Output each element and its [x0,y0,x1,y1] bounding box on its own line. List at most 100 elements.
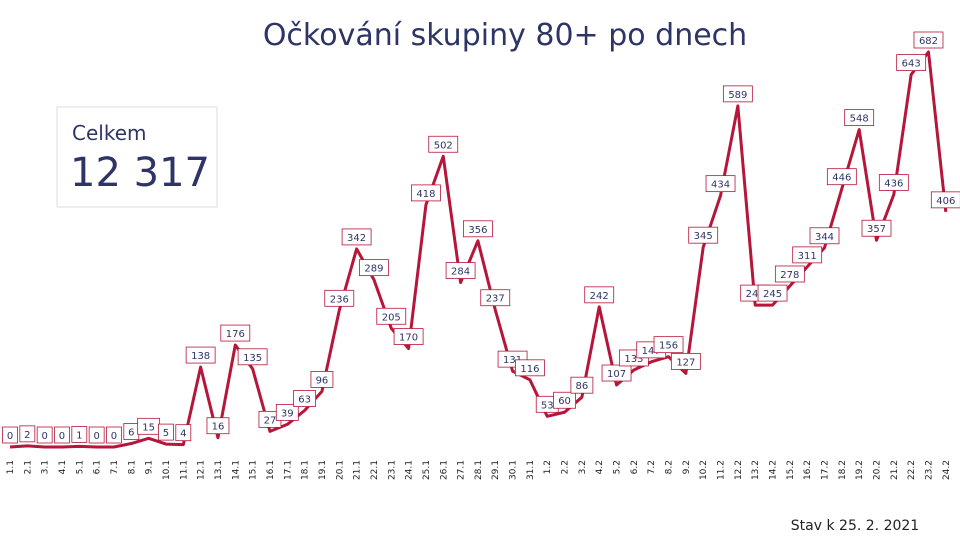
data-label-box [71,426,88,443]
data-label-box [175,424,192,442]
x-tick-label: 8.1 [127,460,137,474]
data-label-box [393,328,424,345]
x-tick-label: 9.1 [145,460,155,474]
x-tick-label: 9.2 [682,460,692,474]
data-label: 436 [884,178,903,189]
data-label: 242 [590,291,609,302]
data-label-box [930,191,960,209]
data-label: 15 [142,422,155,433]
x-tick-label: 11.1 [179,460,189,480]
data-label-box [878,174,909,191]
data-label: 0 [111,431,117,442]
data-label: 127 [676,357,695,368]
data-label-box [275,404,299,421]
data-label-box [88,426,105,444]
data-label: 156 [659,341,678,352]
data-label-box [19,425,36,443]
data-label: 60 [558,396,571,407]
data-label: 1 [76,430,82,441]
data-label-box [705,175,736,193]
x-tick-label: 21.2 [890,460,900,480]
x-tick-label: 28.1 [474,460,484,480]
data-label: 5 [163,428,169,439]
data-label-box [324,289,355,307]
x-tick-label: 3.1 [41,460,51,474]
total-label: Celkem [72,121,146,145]
x-tick-label: 14.1 [231,460,241,480]
data-label: 245 [763,289,782,300]
x-tick-label: 14.2 [769,460,779,480]
x-tick-label: 11.2 [717,460,727,480]
data-label: 116 [520,364,539,375]
x-tick-label: 6.1 [93,460,103,474]
data-label: 135 [243,353,262,364]
total-box [56,106,218,208]
data-label-box [36,426,53,444]
x-tick-label: 17.2 [821,460,831,480]
data-label: 16 [212,422,225,433]
x-tick-label: 10.2 [699,460,709,480]
data-label: 434 [711,180,730,191]
data-label-box [480,289,511,307]
data-label-box [844,109,875,127]
data-label-box [688,226,719,244]
data-label-box [359,259,389,277]
data-label-box [722,85,753,103]
data-label: 131 [503,355,522,366]
data-label: 0 [7,431,13,442]
x-tick-label: 5.1 [75,460,85,474]
x-tick-label: 29.1 [491,460,501,480]
data-label-box [826,168,857,186]
x-tick-label: 3.2 [578,460,588,474]
data-label-box [670,353,701,370]
data-label-box [54,426,70,444]
x-tick-label: 23.2 [924,460,934,480]
data-label-box [2,426,18,444]
data-label: 682 [919,36,938,47]
x-tick-label: 19.1 [318,460,328,480]
data-label: 589 [728,90,747,101]
data-label: 133 [624,354,643,365]
x-tick-label: 21.1 [353,460,363,480]
x-tick-label: 15.1 [249,460,259,480]
data-label: 4 [180,429,186,440]
x-tick-label: 19.2 [855,460,865,480]
data-label-box [158,423,174,441]
data-label: 643 [902,59,921,70]
chart-title: Očkování skupiny 80+ po dnech [263,18,747,53]
x-tick-label: 4.2 [595,460,605,474]
x-tick-label: 31.1 [526,460,536,480]
data-label: 446 [832,173,851,184]
data-label: 0 [41,431,47,442]
x-tick-label: 20.1 [335,460,345,480]
data-label: 311 [798,251,817,262]
data-label-box [463,220,493,238]
data-label: 278 [780,270,799,281]
data-label-box [653,336,684,354]
data-label-box [553,391,576,409]
data-label-box [913,31,944,49]
x-tick-label: 13.1 [214,460,224,480]
x-tick-label: 10.1 [162,460,172,480]
data-label: 27 [264,415,277,426]
x-tick-label: 13.2 [751,460,761,480]
data-label: 147 [642,346,661,357]
x-tick-label: 22.2 [907,460,917,480]
x-tick-label: 17.1 [283,460,293,480]
data-label-box [428,135,459,153]
data-label: 237 [486,294,505,305]
data-label-box [570,376,594,394]
data-label: 63 [298,395,311,406]
x-tick-label: 20.2 [873,460,883,480]
x-tick-label: 7.1 [110,460,120,474]
data-label-box [237,348,268,366]
x-tick-label: 7.2 [647,460,657,474]
data-label: 289 [364,264,383,275]
line [9,50,948,449]
data-label-box [376,307,407,325]
data-label: 170 [399,333,418,344]
data-label: 0 [59,431,65,442]
data-label: 548 [850,114,869,125]
data-label: 236 [330,294,349,305]
x-tick-label: 22.1 [370,460,380,480]
